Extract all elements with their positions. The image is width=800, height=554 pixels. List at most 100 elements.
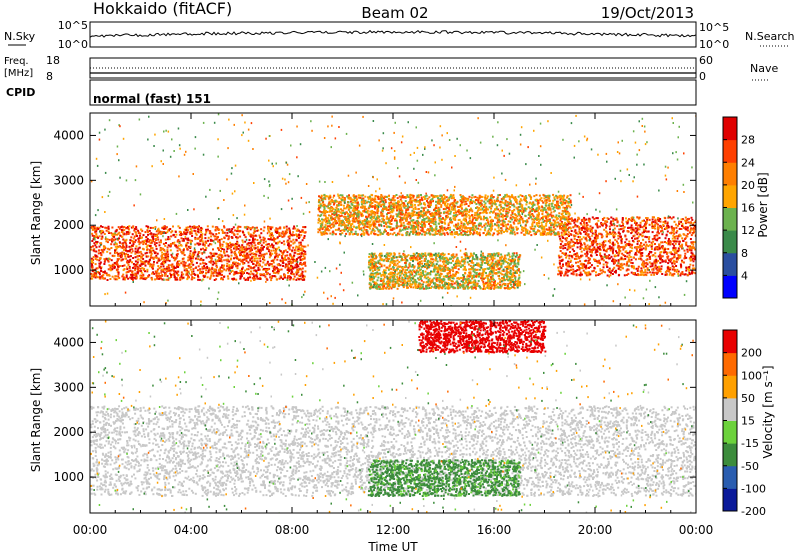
heatmap-cell xyxy=(128,260,131,263)
heatmap-cell xyxy=(500,201,503,204)
heatmap-cell xyxy=(111,237,114,240)
heatmap-cell xyxy=(200,258,203,261)
heatmap-cell xyxy=(161,251,164,254)
heatmap-cell xyxy=(276,229,279,232)
heatmap-cell xyxy=(560,270,563,273)
heatmap-cell xyxy=(417,204,420,207)
heatmap-cell xyxy=(358,228,361,231)
heatmap-cell xyxy=(303,236,306,239)
heatmap-cell xyxy=(331,213,334,216)
heatmap-cell xyxy=(678,233,681,236)
heatmap-cell xyxy=(256,257,259,260)
heatmap-cell xyxy=(549,220,552,223)
heatmap-cell xyxy=(624,235,627,238)
heatmap-cell xyxy=(668,273,671,276)
heatmap-cell xyxy=(296,253,299,256)
heatmap-cell xyxy=(300,234,303,237)
heatmap-cell xyxy=(132,266,134,269)
nsky-tick-top-left: 10^5 xyxy=(58,19,88,32)
heatmap-cell xyxy=(520,205,523,208)
heatmap-cell xyxy=(159,239,162,242)
heatmap-cell xyxy=(94,272,97,275)
heatmap-cell xyxy=(296,277,299,280)
heatmap-cell xyxy=(519,198,522,201)
heatmap-cell xyxy=(574,224,577,227)
heatmap-cell xyxy=(692,223,695,226)
heatmap-cell xyxy=(122,244,125,247)
heatmap-cell xyxy=(129,276,132,279)
heatmap-cell xyxy=(160,248,163,251)
heatmap-cell xyxy=(102,277,105,280)
heatmap-cell xyxy=(192,251,195,254)
heatmap-cell xyxy=(580,223,583,226)
heatmap-cell xyxy=(239,258,242,261)
heatmap-cell xyxy=(195,261,198,264)
heatmap-cell xyxy=(660,265,663,268)
heatmap-cell xyxy=(646,219,649,221)
heatmap-cell xyxy=(692,260,695,263)
heatmap-cell xyxy=(196,253,199,256)
heatmap-cell xyxy=(99,261,102,264)
heatmap-cell xyxy=(219,270,222,273)
heatmap-cell xyxy=(274,252,277,255)
heatmap-cell xyxy=(634,237,637,240)
heatmap-cell xyxy=(175,276,178,279)
heatmap-cell xyxy=(164,256,167,259)
heatmap-cell xyxy=(207,255,210,258)
heatmap-cell xyxy=(304,231,307,234)
heatmap-cell xyxy=(376,216,378,219)
heatmap-cell xyxy=(639,255,642,258)
heatmap-cell xyxy=(269,228,272,230)
heatmap-cell xyxy=(187,256,190,259)
heatmap-cell xyxy=(671,262,674,265)
heatmap-cell xyxy=(105,240,108,243)
heatmap-cell xyxy=(150,254,153,257)
heatmap-cell xyxy=(630,265,633,268)
heatmap-cell xyxy=(245,257,248,260)
heatmap-cell xyxy=(252,237,254,240)
heatmap-cell xyxy=(606,274,609,277)
heatmap-cell xyxy=(625,238,628,241)
heatmap-cell xyxy=(382,203,385,206)
heatmap-cell xyxy=(650,248,653,250)
heatmap-cell xyxy=(612,220,615,222)
heatmap-cell xyxy=(626,261,629,264)
heatmap-cell xyxy=(686,250,689,253)
heatmap-cell xyxy=(537,220,540,223)
heatmap-cell xyxy=(286,231,289,234)
heatmap-cell xyxy=(422,224,425,227)
heatmap-cell xyxy=(676,224,679,227)
heatmap-cell xyxy=(542,201,545,204)
heatmap-cell xyxy=(654,220,657,223)
heatmap-cell xyxy=(414,206,417,209)
heatmap-cell xyxy=(191,235,194,237)
heatmap-cell xyxy=(556,195,559,198)
heatmap-cell xyxy=(633,219,636,222)
heatmap-cell xyxy=(178,247,181,250)
heatmap-cell xyxy=(630,258,633,261)
heatmap-cell xyxy=(628,251,631,254)
heatmap-cell xyxy=(106,279,109,281)
cpid-value: normal (fast) 151 xyxy=(93,92,211,106)
heatmap-cell xyxy=(647,254,650,257)
heatmap-cell xyxy=(269,251,272,254)
heatmap-cell xyxy=(289,267,292,270)
heatmap-cell xyxy=(631,239,634,242)
heatmap-cell xyxy=(658,243,661,246)
heatmap-cell xyxy=(212,248,214,251)
heatmap-cell xyxy=(241,248,244,251)
heatmap-cell xyxy=(297,246,299,249)
heatmap-cell xyxy=(555,204,558,207)
heatmap-cell xyxy=(621,221,624,224)
heatmap-cell xyxy=(105,257,108,260)
heatmap-cell xyxy=(678,249,681,252)
heatmap-cell xyxy=(365,221,368,224)
heatmap-cell xyxy=(568,254,571,257)
heatmap-cell xyxy=(475,218,477,221)
heatmap-cell xyxy=(664,248,666,251)
heatmap-cell xyxy=(436,195,439,198)
heatmap-cell xyxy=(277,270,279,273)
heatmap-cell xyxy=(140,274,143,277)
heatmap-cell xyxy=(120,255,123,258)
heatmap-cell xyxy=(247,242,250,245)
